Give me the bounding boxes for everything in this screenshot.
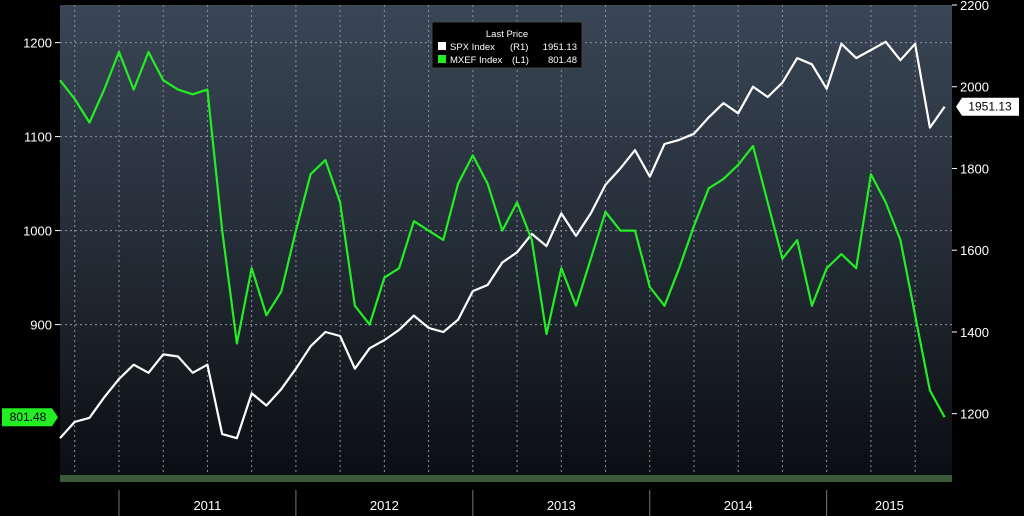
y-right-tick-label: 1200 — [960, 407, 989, 422]
legend-entry-spx-axis: (R1) — [510, 42, 528, 53]
legend: Last Price SPX Index (R1) 1951.13 MXEF I… — [431, 21, 583, 69]
series-line-spx-index — [59, 40, 946, 440]
x-tick-label: 2014 — [724, 498, 753, 513]
x-axis: 2011 2012 2013 2014 2015 — [118, 490, 904, 516]
last-price-right-value: 1951.13 — [968, 100, 1012, 114]
legend-swatch-spx — [438, 42, 446, 50]
x-tick-label: 2013 — [547, 498, 576, 513]
y-right-tick-label: 2000 — [960, 80, 989, 95]
x-tick-label: 2015 — [875, 498, 904, 513]
y-right-tick-label: 1600 — [960, 243, 989, 258]
y-left-tick-label: 1200 — [23, 36, 52, 51]
legend-entry-mxef-name: MXEF Index — [450, 55, 503, 66]
x-tick-label: 2012 — [370, 498, 399, 513]
last-price-badge-right: 1951.13 — [956, 97, 1019, 116]
last-price-left-value: 801.48 — [10, 410, 47, 424]
last-price-badge-right-shape — [956, 97, 1019, 116]
y-right-axis: 2200 2000 1800 1600 1400 1200 — [952, 0, 989, 422]
series-line-mxef-index — [59, 50, 946, 418]
legend-entry-mxef-axis: (L1) — [512, 55, 529, 66]
legend-box — [431, 21, 583, 69]
plot-area — [60, 5, 952, 475]
last-price-badge-left-shape — [2, 408, 58, 427]
legend-entry-spx-value: 1951.13 — [543, 42, 577, 53]
y-left-tick-label: 1100 — [24, 130, 52, 145]
legend-swatch-mxef — [438, 55, 446, 63]
legend-entry-spx-name: SPX Index — [450, 42, 495, 53]
y-left-tick-label: 1000 — [23, 224, 52, 239]
legend-entry-mxef-value: 801.48 — [548, 55, 577, 66]
x-tick-label: 2011 — [193, 498, 221, 513]
series-layer — [59, 40, 946, 440]
last-price-badge-left: 801.48 — [2, 408, 58, 427]
y-right-tick-label: 1800 — [960, 161, 989, 176]
y-right-tick-label: 1400 — [960, 325, 989, 340]
y-right-tick-label: 2200 — [960, 0, 989, 13]
y-left-tick-label: 900 — [30, 318, 52, 333]
legend-title: Last Price — [486, 29, 528, 40]
y-left-axis: 1200 1100 1000 900 — [23, 36, 60, 333]
x-axis-band — [60, 475, 952, 482]
